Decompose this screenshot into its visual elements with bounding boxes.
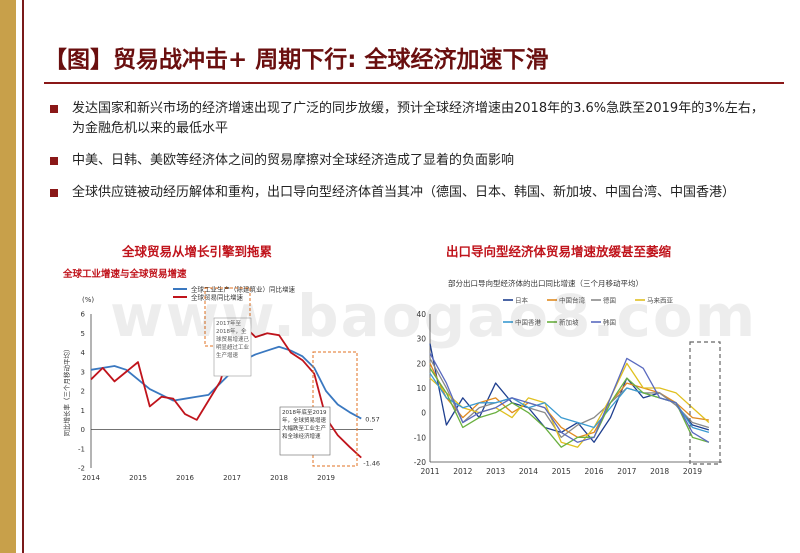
chart2-series-line — [429, 362, 710, 448]
chart1-x-tick-label: 2017 — [223, 474, 241, 482]
chart2-y-tick-label: 30 — [416, 335, 426, 344]
chart2-legend-label: 中国台湾 — [559, 296, 586, 305]
chart1-annotation-2: 2018年底至2019年，全球贸易增速大幅跌至工业生产和全球经济增速 — [282, 410, 327, 440]
bullet-2: 中美、日韩、美欧等经济体之间的贸易摩擦对全球经济造成了显着的负面影响 — [50, 151, 772, 171]
chart1-title: 全球工业增速与全球贸易增速 — [62, 268, 187, 280]
chart2-x-tick-label: 2016 — [584, 467, 603, 476]
bullet-square-icon — [50, 189, 58, 197]
chart1-annotation-box-2 — [279, 406, 331, 456]
chart2-legend-label: 德国 — [603, 296, 616, 305]
chart2-y-tick-label: 20 — [416, 359, 426, 368]
chart1-y-tick-label: -2 — [78, 465, 85, 473]
chart1-legend-label: 全球贸易同比增速 — [191, 293, 244, 302]
watermark: www.baogao8.com — [110, 282, 758, 350]
chart1-y-tick-label: 4 — [81, 349, 86, 357]
chart1-legend-label: 全球工业生产（除建筑业）同比增速 — [191, 285, 296, 294]
chart-export-economies: 部分出口导向型经济体的出口同比增速（三个月移动平均） -20 -10 0 10 20 30… — [414, 278, 722, 476]
slide-title: 【图】贸易战冲击+ 周期下行: 全球经济加速下滑 — [44, 47, 549, 73]
chart2-legend-label: 中国香港 — [515, 318, 542, 327]
bullet-text: 中美、日韩、美欧等经济体之间的贸易摩擦对全球经济造成了显着的负面影响 — [72, 153, 515, 168]
chart2-caption: 出口导向型经济体贸易增速放缓甚至萎缩 — [446, 244, 672, 259]
left-decor-line — [22, 0, 24, 553]
chart2-series-line — [429, 353, 710, 443]
chart1-x-tick-label: 2015 — [129, 474, 147, 482]
chart2-x-tick-label: 2014 — [519, 467, 538, 476]
chart1-annotation-box-1 — [213, 317, 252, 377]
chart1-data-label-trade: -1.46 — [363, 460, 380, 468]
bullet-square-icon — [50, 105, 58, 113]
chart1-series-industry — [90, 345, 362, 420]
chart2-x-tick-label: 2018 — [650, 467, 669, 476]
chart1-x-tick-label: 2018 — [270, 474, 288, 482]
chart2-y-tick-label: -20 — [414, 458, 426, 467]
bullet-text: 发达国家和新兴市场的经济增速出现了广泛的同步放缓，预计全球经济增速由2018年的… — [72, 101, 764, 136]
bullet-3: 全球供应链被动经历解体和重构，出口导向型经济体首当其冲（德国、日本、韩国、新加坡… — [50, 183, 772, 203]
bullet-text: 全球供应链被动经历解体和重构，出口导向型经济体首当其冲（德国、日本、韩国、新加坡… — [72, 185, 736, 200]
chart1-x-tick-label: 2019 — [317, 474, 335, 482]
chart1-data-label-industry: 0.57 — [365, 416, 379, 424]
chart2-legend-label: 新加坡 — [559, 318, 579, 327]
chart2-y-tick-label: 10 — [416, 384, 426, 393]
chart1-y-tick-label: 2 — [81, 388, 85, 396]
chart2-x-tick-label: 2012 — [453, 467, 472, 476]
bullet-square-icon — [50, 157, 58, 165]
chart1-y-axis-label: 同比增长率（三个月移动平均） — [62, 346, 71, 437]
chart2-dashed-box-2019 — [689, 341, 721, 465]
chart2-x-tick-label: 2019 — [683, 467, 702, 476]
chart2-x-tick-label: 2015 — [552, 467, 571, 476]
chart2-y-tick-label: -10 — [414, 433, 426, 442]
chart2-series-line — [429, 343, 710, 443]
chart2-x-tick-label: 2011 — [420, 467, 439, 476]
title-underline — [44, 82, 784, 84]
chart1-x-tick-label: 2016 — [176, 474, 194, 482]
chart1-x-tick-label: 2014 — [82, 474, 100, 482]
chart1-dashed-box-2019 — [312, 351, 358, 467]
chart2-series-line — [429, 372, 710, 434]
chart2-legend-label: 日本 — [515, 296, 529, 305]
chart1-y-tick-label: 5 — [81, 330, 85, 338]
chart1-annotation-1: 2017年至2018年，全球贸易增速已明显超过工业生产增速 — [216, 321, 249, 359]
chart1-unit: (%) — [82, 296, 94, 304]
chart1-y-tick-label: 3 — [81, 368, 85, 376]
bullet-1: 发达国家和新兴市场的经济增速出现了广泛的同步放缓，预计全球经济增速由2018年的… — [50, 99, 772, 139]
chart1-caption: 全球贸易从增长引擎到拖累 — [122, 244, 273, 259]
chart2-x-tick-label: 2017 — [617, 467, 636, 476]
chart2-y-tick-label: 40 — [416, 310, 426, 319]
chart-industry-vs-trade: 全球工业增速与全球贸易增速 (%) 全球工业生产（除建筑业）同比增速全球贸易同比… — [62, 268, 380, 482]
chart2-title: 部分出口导向型经济体的出口同比增速（三个月移动平均） — [448, 278, 643, 288]
left-decor-bar — [0, 0, 16, 553]
chart2-legend-label: 马来西亚 — [647, 297, 674, 305]
chart2-legend-label: 韩国 — [603, 318, 616, 327]
chart2-x-tick-label: 2013 — [486, 467, 505, 476]
chart2-series-line — [429, 358, 710, 438]
chart1-y-tick-label: 1 — [81, 407, 85, 415]
chart1-y-tick-label: 0 — [81, 426, 85, 434]
chart1-y-tick-label: 6 — [81, 311, 86, 319]
chart2-y-tick-label: 0 — [421, 409, 426, 418]
chart1-y-tick-label: -1 — [78, 445, 85, 453]
